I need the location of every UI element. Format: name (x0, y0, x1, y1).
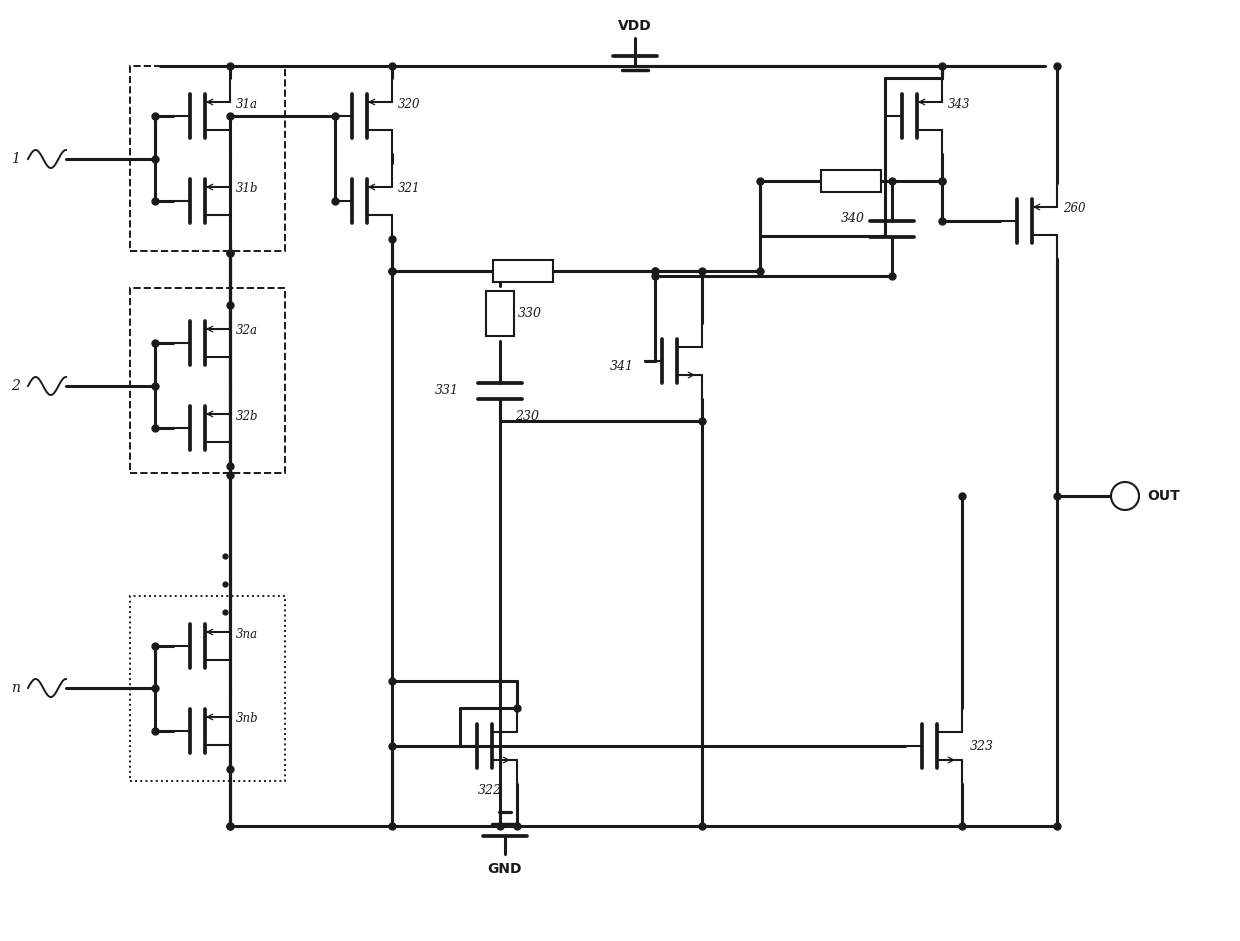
Text: 3nb: 3nb (236, 712, 259, 726)
Text: 31b: 31b (236, 183, 258, 196)
Text: 343: 343 (949, 98, 971, 110)
Text: 321: 321 (398, 183, 420, 196)
Bar (821, 170, 880, 192)
Text: 1: 1 (11, 152, 20, 166)
Text: 341: 341 (610, 359, 634, 373)
Text: OUT: OUT (1147, 489, 1179, 503)
Text: VDD: VDD (618, 19, 652, 33)
Text: 322: 322 (477, 785, 502, 798)
Text: 340: 340 (841, 213, 866, 226)
Text: 260: 260 (1063, 202, 1085, 215)
Bar (494, 260, 553, 282)
Text: 31a: 31a (236, 98, 258, 110)
Text: 331: 331 (435, 385, 459, 397)
Text: 3na: 3na (236, 628, 258, 641)
Text: 2: 2 (11, 379, 20, 393)
Text: 330: 330 (518, 307, 542, 320)
Bar (486, 291, 515, 336)
Text: n: n (11, 681, 20, 695)
Text: 320: 320 (398, 98, 420, 110)
Text: 323: 323 (970, 740, 994, 753)
Text: 230: 230 (515, 409, 539, 423)
Text: 32a: 32a (236, 325, 258, 338)
Text: 32b: 32b (236, 409, 258, 423)
Text: GND: GND (487, 862, 522, 876)
